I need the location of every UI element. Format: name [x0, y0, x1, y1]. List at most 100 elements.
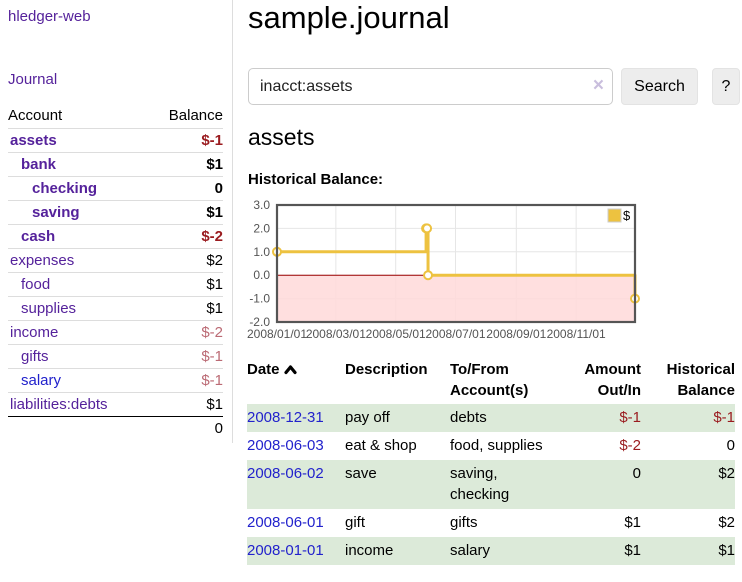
account-balance: $-2 [201, 324, 223, 341]
account-row-cash[interactable]: cash $-2 [8, 224, 223, 248]
column-header-description: Description [345, 361, 428, 378]
historical-balance-chart: 3.0 2.0 1.0 0.0 -1.0 -2.0 2008/01/01 2008/03/01… [238, 196, 740, 348]
svg-text:2008/07/01: 2008/07/01 [425, 327, 485, 341]
column-header-amount-line1: Amount [584, 361, 641, 378]
svg-text:1.0: 1.0 [253, 245, 270, 259]
account-row-gifts[interactable]: gifts $-1 [8, 344, 223, 368]
svg-text:2008/01/01: 2008/01/01 [247, 327, 307, 341]
account-link-checking[interactable]: checking [32, 180, 98, 197]
accounts-header-balance: Balance [168, 106, 223, 124]
transaction-description: pay off [345, 409, 390, 426]
register-header-row: Date Description To/From Account(s) Amou… [247, 357, 735, 404]
account-balance: $-1 [201, 348, 223, 365]
account-balance: 0 [214, 180, 223, 197]
accounts-header-row: Account Balance [8, 102, 223, 128]
account-balance: $1 [206, 204, 223, 221]
transaction-date-link[interactable]: 2008-06-03 [247, 437, 324, 454]
account-row-income[interactable]: income $-2 [8, 320, 223, 344]
sidebar: hledger-web Journal Account Balance asse… [0, 0, 233, 443]
account-link-saving[interactable]: saving [32, 204, 80, 221]
search-bar: × Search ? [248, 68, 740, 105]
transaction-accounts: food, supplies [450, 437, 543, 454]
account-link-assets[interactable]: assets [10, 132, 57, 149]
svg-text:2.0: 2.0 [253, 221, 270, 235]
account-row-expenses[interactable]: expenses $2 [8, 248, 223, 272]
transaction-accounts: saving, checking [450, 465, 510, 503]
account-link-food[interactable]: food [21, 276, 51, 293]
account-balance: $-1 [201, 132, 223, 149]
transaction-date-link[interactable]: 2008-01-01 [247, 542, 324, 559]
accounts-total-row: 0 [8, 416, 223, 440]
account-link-supplies[interactable]: supplies [21, 300, 77, 317]
account-balance: $1 [206, 300, 223, 317]
transaction-amount: $1 [624, 514, 641, 531]
transaction-amount: $-2 [619, 437, 641, 454]
transaction-description: eat & shop [345, 437, 417, 454]
account-balance: $1 [206, 396, 223, 413]
account-row-liabilities-debts[interactable]: liabilities:debts $1 [8, 392, 223, 416]
transaction-accounts: debts [450, 409, 487, 426]
search-button[interactable]: Search [621, 68, 698, 105]
chart-canvas: 3.0 2.0 1.0 0.0 -1.0 -2.02008/01/012008/03/01… [247, 198, 640, 341]
column-header-date[interactable]: Date [247, 357, 345, 404]
account-row-checking[interactable]: checking 0 [8, 176, 223, 200]
account-link-cash[interactable]: cash [21, 228, 56, 245]
transaction-description: income [345, 542, 394, 559]
account-link-income[interactable]: income [10, 324, 59, 341]
account-link-bank[interactable]: bank [21, 156, 57, 173]
search-input[interactable] [248, 68, 613, 105]
sidebar-item-journal[interactable]: Journal [8, 71, 58, 88]
column-header-balance-line1: Historical [666, 361, 735, 378]
account-link-gifts[interactable]: gifts [21, 348, 49, 365]
transaction-description: gift [345, 514, 366, 531]
column-header-balance-line2: Balance [677, 382, 735, 399]
account-row-bank[interactable]: bank $1 [8, 152, 223, 176]
register-row[interactable]: 2008-06-03 eat & shop food, supplies $-2… [247, 432, 735, 460]
register-row[interactable]: 2008-01-01 income salary $1 $1 [247, 537, 735, 565]
register-table: Date Description To/From Account(s) Amou… [247, 357, 735, 565]
account-balance: $-1 [201, 372, 223, 389]
svg-text:-2.0: -2.0 [249, 315, 270, 329]
transaction-amount: $-1 [619, 409, 641, 426]
svg-text:2008/11/01: 2008/11/01 [547, 327, 606, 341]
chart-title: Historical Balance: [248, 171, 384, 188]
column-header-account-line2: Account(s) [450, 382, 529, 399]
transaction-balance: $2 [718, 514, 735, 531]
svg-text:2008/09/01: 2008/09/01 [486, 327, 546, 341]
accounts-header-account: Account [8, 106, 63, 124]
register-row[interactable]: 2008-12-31 pay off debts $-1 $-1 [247, 404, 735, 432]
transaction-accounts: gifts [450, 514, 478, 531]
help-button[interactable]: ? [712, 68, 740, 105]
transaction-date-link[interactable]: 2008-06-01 [247, 514, 324, 531]
page-title: sample.journal [248, 0, 450, 35]
account-heading: assets [248, 124, 315, 150]
account-link-liabilities-debts[interactable]: liabilities:debts [10, 396, 108, 413]
transaction-date-link[interactable]: 2008-06-02 [247, 465, 324, 482]
svg-text:2008/05/01: 2008/05/01 [366, 327, 426, 341]
column-header-date-label: Date [247, 361, 280, 378]
register-row[interactable]: 2008-06-02 save saving, checking 0 $2 [247, 460, 735, 509]
svg-text:-1.0: -1.0 [249, 292, 270, 306]
account-balance: $1 [206, 156, 223, 173]
column-header-balance: Historical Balance [641, 357, 735, 404]
transaction-balance: $2 [718, 465, 735, 482]
app-title-link[interactable]: hledger-web [8, 8, 91, 25]
account-row-food[interactable]: food $1 [8, 272, 223, 296]
account-row-assets[interactable]: assets $-1 [8, 128, 223, 152]
account-row-supplies[interactable]: supplies $1 [8, 296, 223, 320]
transaction-date-link[interactable]: 2008-12-31 [247, 409, 324, 426]
account-link-expenses[interactable]: expenses [10, 252, 75, 269]
account-row-salary[interactable]: salary $-1 [8, 368, 223, 392]
transaction-description: save [345, 465, 377, 482]
svg-text:$: $ [623, 208, 631, 223]
clear-search-icon[interactable]: × [592, 75, 604, 96]
transaction-amount: 0 [632, 465, 641, 482]
transaction-accounts: salary [450, 542, 491, 559]
transaction-balance: $-1 [713, 409, 735, 426]
register-row[interactable]: 2008-06-01 gift gifts $1 $2 [247, 509, 735, 537]
transaction-amount: $1 [624, 542, 641, 559]
column-header-account: To/From Account(s) [450, 357, 570, 404]
account-link-salary[interactable]: salary [21, 372, 62, 389]
account-balance: $2 [206, 252, 223, 269]
account-row-saving[interactable]: saving $1 [8, 200, 223, 224]
